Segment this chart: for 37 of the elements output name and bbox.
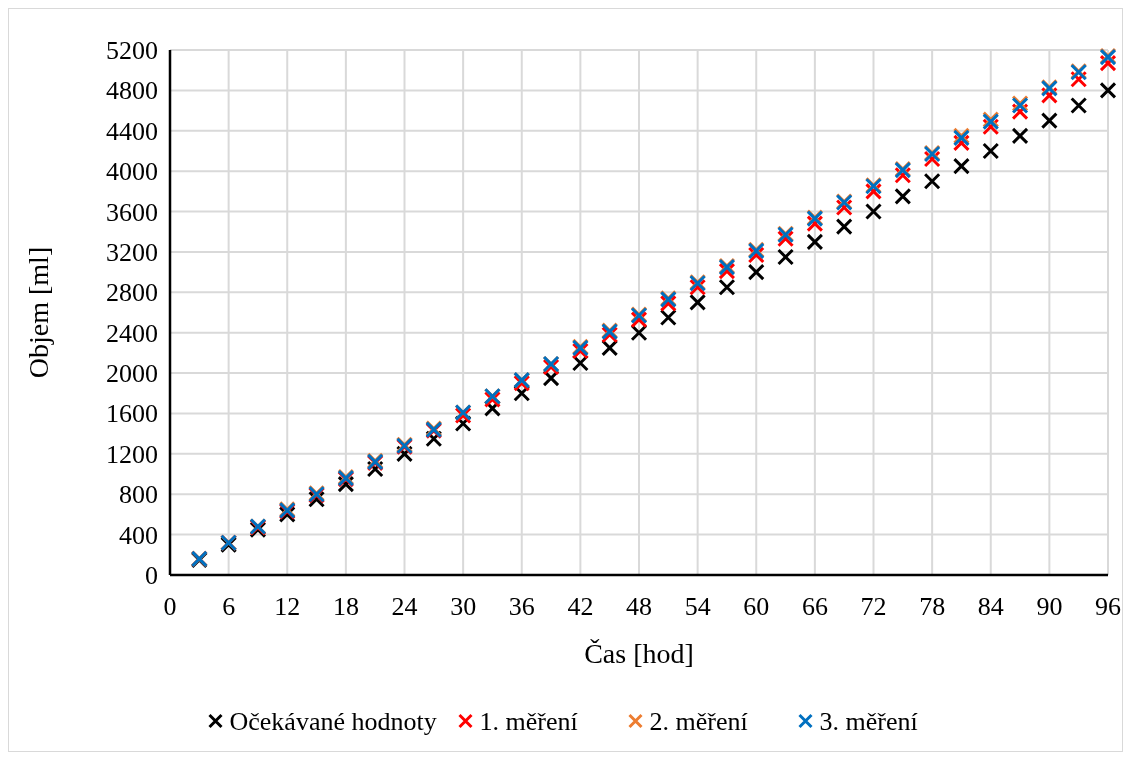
y-tick-label: 4800 bbox=[106, 76, 158, 106]
x-tick-label: 84 bbox=[977, 592, 1004, 621]
y-tick-label: 2800 bbox=[106, 278, 158, 308]
x-tick-label: 54 bbox=[684, 592, 711, 621]
x-tick-label: 0 bbox=[163, 592, 177, 621]
x-axis-title: Čas [hod] bbox=[584, 638, 694, 669]
y-tick-label: 5200 bbox=[106, 36, 158, 65]
y-axis-title: Objem [ml] bbox=[23, 246, 54, 379]
x-tick-label: 30 bbox=[450, 592, 477, 621]
y-tick-label: 400 bbox=[119, 520, 158, 550]
x-tick-label: 66 bbox=[801, 592, 828, 621]
x-tick-label: 72 bbox=[860, 592, 887, 621]
y-tick-label: 4000 bbox=[106, 157, 158, 187]
legend-label: 3. měření bbox=[819, 707, 918, 736]
x-tick-label: 36 bbox=[508, 592, 535, 621]
y-tick-label: 1600 bbox=[106, 399, 158, 429]
y-tick-label: 2400 bbox=[106, 318, 158, 348]
y-tick-label: 3600 bbox=[106, 197, 158, 227]
x-tick-label: 42 bbox=[567, 592, 594, 621]
x-tick-label: 90 bbox=[1036, 592, 1063, 621]
legend-label: 2. měření bbox=[649, 707, 748, 736]
x-tick-label: 24 bbox=[391, 592, 418, 621]
x-tick-label: 18 bbox=[332, 592, 359, 621]
y-tick-label: 800 bbox=[119, 480, 158, 510]
y-tick-label: 1200 bbox=[106, 439, 158, 469]
legend-label: Očekávané hodnoty bbox=[229, 707, 437, 736]
x-tick-label: 78 bbox=[919, 592, 946, 621]
x-tick-label: 48 bbox=[626, 592, 652, 621]
x-tick-label: 60 bbox=[743, 592, 770, 621]
legend-label: 1. měření bbox=[479, 707, 578, 736]
x-tick-label: 6 bbox=[222, 592, 236, 621]
y-tick-label: 0 bbox=[145, 561, 158, 590]
y-tick-label: 2000 bbox=[106, 359, 158, 389]
x-tick-label: 12 bbox=[274, 592, 301, 621]
x-tick-label: 96 bbox=[1095, 592, 1121, 621]
y-tick-label: 3200 bbox=[106, 237, 158, 267]
y-tick-label: 4400 bbox=[106, 116, 158, 146]
